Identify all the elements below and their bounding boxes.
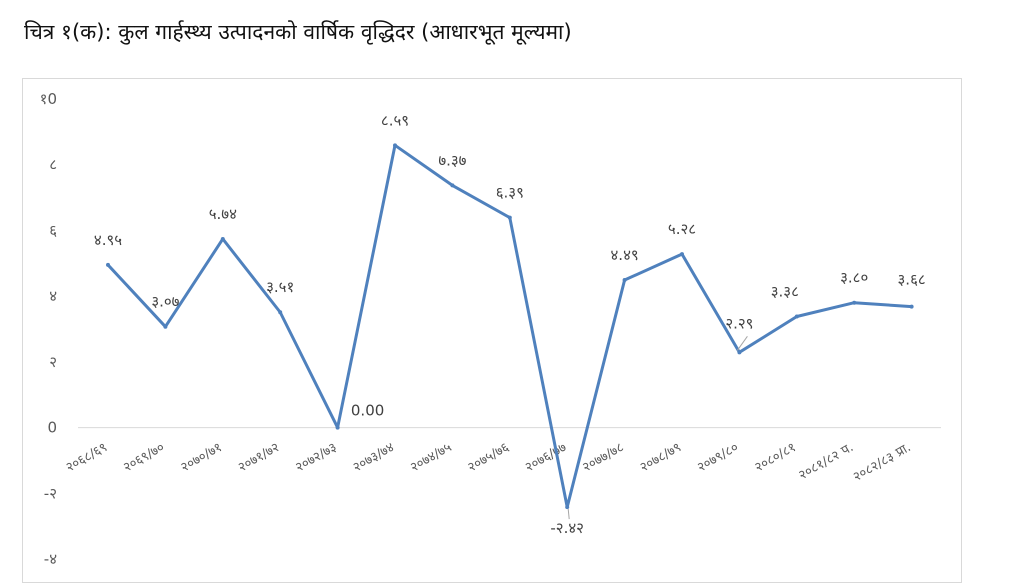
data-point <box>106 262 110 267</box>
data-label: ७.३७ <box>438 151 466 169</box>
x-tick-label: २०७६/७७ <box>523 440 570 476</box>
data-point <box>393 143 397 148</box>
label-leader-line <box>736 336 748 351</box>
data-label: ३.०७ <box>151 293 179 311</box>
data-label: ३.६८ <box>898 271 926 289</box>
x-tick-label: २०८२/८३ प्रा. <box>851 440 914 485</box>
data-label: ६.३९ <box>496 184 524 202</box>
data-point <box>909 304 914 309</box>
y-tick-label: -२ <box>44 484 57 502</box>
x-tick-label: २०७३/७४ <box>351 440 398 476</box>
data-label: ५.७४ <box>209 205 237 223</box>
data-label: ३.५१ <box>266 278 294 296</box>
data-point <box>622 278 627 283</box>
x-tick-label: २०८०/८१ <box>752 440 798 475</box>
x-tick-label: २०७७/७८ <box>580 440 627 476</box>
y-tick-label: -४ <box>44 550 57 568</box>
data-point <box>737 350 742 355</box>
data-point <box>852 300 857 305</box>
data-label: ४.४९ <box>611 246 639 264</box>
data-point <box>794 314 799 319</box>
data-label: ५.२८ <box>668 220 696 238</box>
label-leader-line <box>567 509 570 520</box>
line-chart: १0 ८ ६ ४ २ 0 -२ -४ २०६८/६९ २०६९/७० २०७०/७१ २०७१/७२ २… <box>40 90 941 568</box>
data-label: २.२९ <box>725 314 753 332</box>
y-tick-label: ४ <box>49 287 57 305</box>
y-tick-label: 0 <box>47 419 57 437</box>
x-tick-label: २०६९/७० <box>121 440 167 475</box>
data-point <box>278 310 283 315</box>
x-tick-label: २०६८/६९ <box>64 440 110 475</box>
data-label: ३.३८ <box>771 283 799 301</box>
x-tick-label: २०७९/८० <box>695 440 741 475</box>
data-point <box>680 252 684 257</box>
data-point <box>220 236 225 241</box>
y-tick-label: २ <box>49 353 57 371</box>
data-label: ८.५९ <box>381 111 409 129</box>
y-tick-label: १0 <box>40 90 57 108</box>
data-label: ३.८० <box>840 269 868 287</box>
x-tick-label: २०७२/७३ <box>293 440 339 475</box>
data-label: -२.४२ <box>550 519 584 537</box>
data-point <box>565 505 570 510</box>
x-tick-label: २०७८/७९ <box>638 440 684 475</box>
data-label: ४.९५ <box>94 231 122 249</box>
x-tick-label: २०८१/८२ प. <box>796 440 856 483</box>
y-tick-label: ८ <box>49 156 57 174</box>
data-point <box>335 425 340 430</box>
chart-area: १0 ८ ६ ४ २ 0 -२ -४ २०६८/६९ २०६९/७० २०७०/७१ २०७१/७२ २… <box>22 78 962 583</box>
data-point <box>507 215 512 220</box>
x-tick-label: २०७५/७६ <box>465 440 512 476</box>
x-tick-label: २०७०/७१ <box>178 440 224 475</box>
chart-title: चित्र १(क): कुल गार्हस्थ्य उत्पादनको वार… <box>24 20 572 44</box>
x-tick-label: २०७१/७२ <box>236 440 282 475</box>
data-point <box>450 183 455 188</box>
y-tick-label: ६ <box>49 221 57 239</box>
data-label: 0.00 <box>351 402 384 420</box>
x-tick-label: २०७४/७५ <box>408 440 455 476</box>
data-point <box>163 324 168 329</box>
